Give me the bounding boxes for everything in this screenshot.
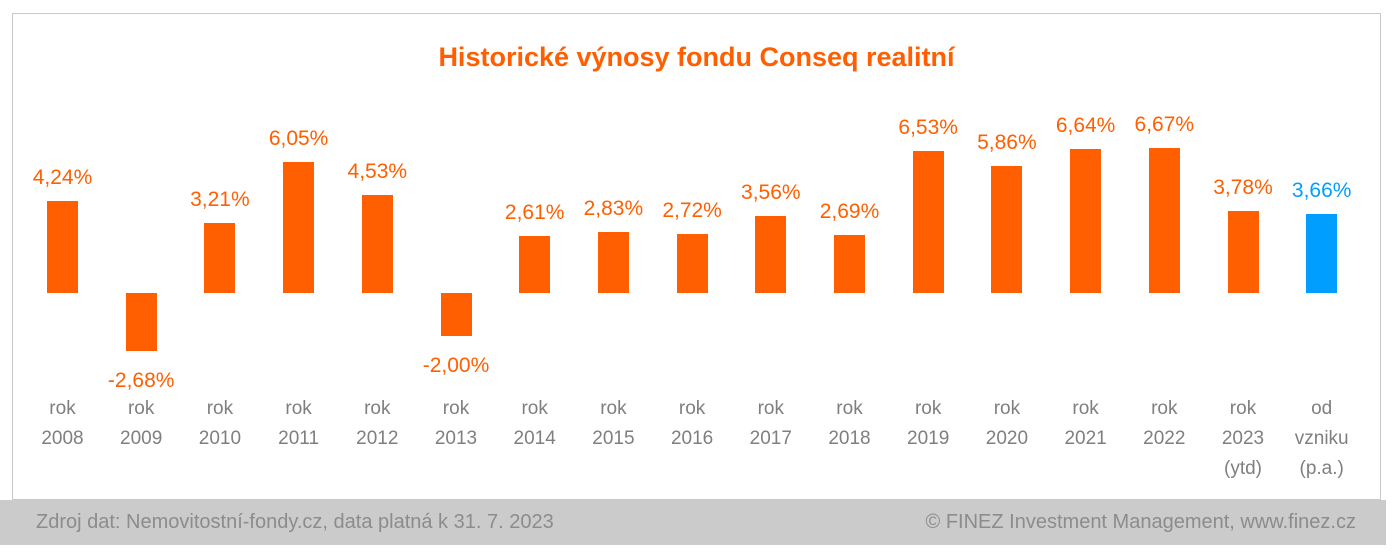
bar-value-label: 6,67% xyxy=(1134,113,1195,137)
x-axis-label: rok 2010 xyxy=(198,398,242,449)
bar-value-label: 3,78% xyxy=(1213,175,1273,199)
bar xyxy=(1148,148,1180,293)
x-axis-label: rok 2018 xyxy=(828,398,871,449)
bar-value-label: 3,66% xyxy=(1291,178,1352,202)
bar-value-label: 2,83% xyxy=(583,196,644,220)
bar xyxy=(204,223,236,293)
bar xyxy=(1227,210,1259,293)
bar-value-label: 6,53% xyxy=(898,116,958,140)
bar xyxy=(125,293,157,352)
x-axis-label: rok 2015 xyxy=(592,398,635,449)
x-axis-label: rok 2013 xyxy=(434,398,478,449)
bar xyxy=(519,236,551,293)
x-axis-label: rok 2014 xyxy=(513,398,556,449)
footer-source-text: Zdroj dat: Nemovitostní-fondy.cz, data p… xyxy=(36,511,554,533)
x-axis-label: rok 2023 (ytd) xyxy=(1221,398,1265,479)
bar xyxy=(834,234,865,293)
bar-value-label: 2,72% xyxy=(662,198,722,222)
bar-value-label: 6,05% xyxy=(268,126,329,150)
bar-value-label: 3,21% xyxy=(190,188,250,212)
x-axis-label: rok 2019 xyxy=(907,398,950,449)
x-axis-label: od vzniku (p.a.) xyxy=(1294,398,1349,479)
x-axis-label: rok 2016 xyxy=(670,398,714,449)
footer: Zdroj dat: Nemovitostní-fondy.cz, data p… xyxy=(0,500,1386,545)
bar-value-label: 2,61% xyxy=(504,201,565,225)
bar-value-label: 5,86% xyxy=(977,130,1037,154)
x-axis-label: rok 2017 xyxy=(749,398,792,449)
bar xyxy=(283,161,315,293)
bar-value-label: 4,24% xyxy=(32,165,93,189)
bar xyxy=(1070,148,1102,293)
bar-value-label: 4,53% xyxy=(347,159,408,183)
bar-value-label: 2,69% xyxy=(819,199,880,223)
bar xyxy=(991,165,1023,293)
footer-copyright-text: © FINEZ Investment Management, www.finez… xyxy=(925,511,1356,533)
bar xyxy=(361,194,393,293)
chart-title: Historické výnosy fondu Conseq realitní xyxy=(438,42,955,72)
x-axis-label: rok 2012 xyxy=(356,398,399,449)
bar xyxy=(912,151,944,293)
bar-value-label: 3,56% xyxy=(741,180,801,204)
bar xyxy=(755,215,787,293)
x-axis-label: rok 2020 xyxy=(985,398,1029,449)
x-axis-label: rok 2021 xyxy=(1064,398,1107,449)
bar xyxy=(1306,213,1338,293)
x-axis-label: rok 2008 xyxy=(41,398,84,449)
bar xyxy=(440,293,472,337)
x-axis-label: rok 2009 xyxy=(120,398,163,449)
x-axis-label: rok 2011 xyxy=(278,398,320,449)
bar xyxy=(47,200,78,293)
bar-value-label: -2,00% xyxy=(422,354,490,378)
bar xyxy=(676,233,708,293)
bar xyxy=(597,231,629,293)
x-axis-label: rok 2022 xyxy=(1143,398,1186,449)
bar-value-label: -2,68% xyxy=(107,369,175,393)
bar-value-label: 6,64% xyxy=(1055,113,1116,137)
